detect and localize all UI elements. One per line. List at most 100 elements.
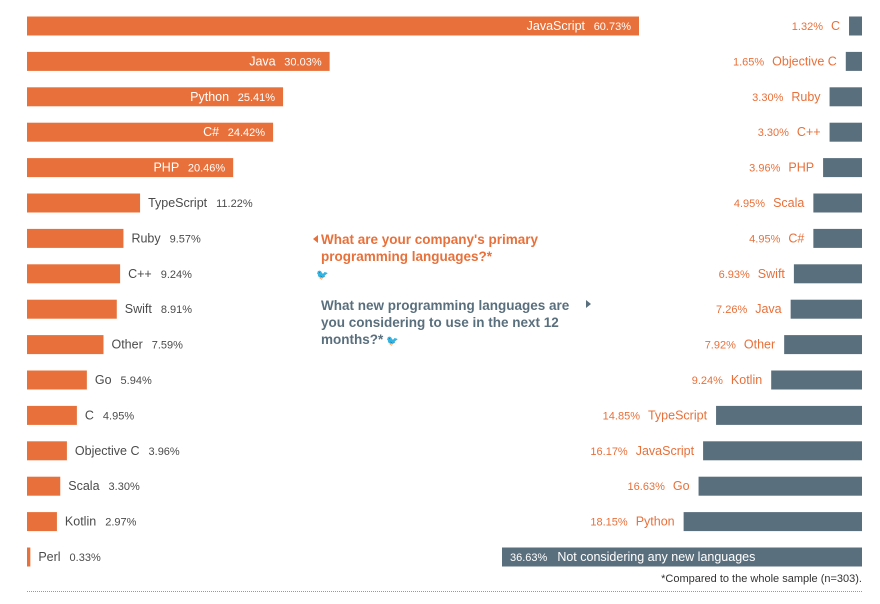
bar-new — [716, 405, 862, 425]
data-label: 3.30% — [752, 92, 783, 104]
category-label: PHP — [788, 161, 814, 175]
category-label: Java — [249, 54, 275, 68]
data-label: 36.63% — [510, 552, 548, 564]
data-label: 1.32% — [792, 21, 823, 33]
category-label: TypeScript — [648, 408, 708, 422]
data-label: 30.03% — [284, 56, 322, 68]
bar-new — [502, 547, 862, 567]
data-label: 3.96% — [749, 163, 780, 175]
data-label: 3.30% — [758, 127, 789, 139]
data-label: 60.73% — [594, 21, 632, 33]
category-label: TypeScript — [148, 196, 208, 210]
category-label: Python — [190, 90, 229, 104]
data-label: 0.33% — [70, 552, 101, 564]
data-label: 24.42% — [228, 127, 266, 139]
data-label: 4.95% — [734, 198, 765, 210]
data-label: 4.95% — [103, 410, 134, 422]
bar-new — [703, 441, 862, 461]
category-label: JavaScript — [636, 444, 695, 458]
category-label: C — [831, 19, 840, 33]
bar-primary — [27, 441, 67, 461]
data-label: 7.92% — [705, 340, 736, 352]
data-label: 5.94% — [121, 375, 152, 387]
category-label: Swift — [758, 267, 786, 281]
category-label: Ruby — [131, 231, 161, 245]
bar-primary — [27, 476, 61, 496]
bar-new — [845, 51, 862, 71]
arrow-left-icon — [313, 235, 318, 243]
bar-primary — [27, 16, 639, 36]
data-label: 25.41% — [238, 92, 276, 104]
twitter-icon[interactable]: 🐦 — [316, 270, 329, 281]
bar-primary — [27, 335, 104, 355]
data-label: 16.17% — [590, 446, 628, 458]
bar-primary — [27, 547, 31, 567]
category-label: JavaScript — [527, 19, 586, 33]
bar-primary — [27, 405, 77, 425]
category-label: Objective C — [772, 54, 837, 68]
data-label: 8.91% — [161, 304, 192, 316]
data-label: 7.59% — [152, 340, 183, 352]
bar-new — [698, 476, 862, 496]
bar-new — [784, 335, 862, 355]
category-label: C — [85, 408, 94, 422]
bar-primary — [27, 193, 141, 213]
bar-primary — [27, 264, 121, 284]
category-label: Go — [95, 373, 112, 387]
bar-new — [829, 122, 862, 142]
data-label: 14.85% — [603, 410, 641, 422]
bar-primary — [27, 299, 117, 319]
category-label: Other — [744, 338, 775, 352]
bar-new — [790, 299, 862, 319]
data-label: 3.96% — [149, 446, 180, 458]
data-label: 18.15% — [590, 517, 628, 529]
category-label: Go — [673, 479, 690, 493]
question-primary: What are your company's primary programm… — [313, 231, 583, 284]
bar-new — [813, 193, 862, 213]
bar-new — [829, 87, 862, 107]
category-label: Scala — [773, 196, 804, 210]
data-label: 9.24% — [161, 269, 192, 281]
bar-primary — [27, 370, 87, 390]
footnote: *Compared to the whole sample (n=303). — [661, 573, 862, 585]
question-primary-text: What are your company's primary programm… — [321, 232, 539, 264]
bar-primary — [27, 122, 274, 142]
arrow-right-icon — [586, 300, 591, 308]
data-label: 16.63% — [628, 481, 666, 493]
category-label: Scala — [68, 479, 99, 493]
category-label: Java — [755, 302, 781, 316]
category-label: Kotlin — [731, 373, 762, 387]
question-new: What new programming languages are you c… — [321, 297, 591, 350]
data-label: 20.46% — [188, 163, 226, 175]
category-label: Perl — [38, 550, 60, 564]
question-new-text: What new programming languages are you c… — [321, 298, 570, 347]
bar-new — [849, 16, 862, 36]
bar-primary — [27, 228, 124, 248]
bar-new — [813, 228, 862, 248]
bar-primary — [27, 51, 330, 71]
category-label: Not considering any new languages — [557, 550, 755, 564]
data-label: 11.22% — [216, 198, 253, 210]
category-label: Other — [111, 338, 142, 352]
data-label: 3.30% — [109, 481, 140, 493]
category-label: Python — [636, 515, 675, 529]
data-label: 9.57% — [170, 233, 201, 245]
bar-primary — [27, 158, 234, 178]
category-label: C# — [203, 125, 219, 139]
data-label: 2.97% — [105, 517, 136, 529]
data-label: 4.95% — [749, 233, 780, 245]
data-label: 6.93% — [719, 269, 750, 281]
bar-primary — [27, 87, 284, 107]
divider — [27, 591, 862, 592]
category-label: Ruby — [791, 90, 821, 104]
twitter-icon[interactable]: 🐦 — [386, 336, 399, 347]
bar-primary — [27, 512, 57, 532]
bar-new — [793, 264, 862, 284]
data-label: 9.24% — [692, 375, 723, 387]
category-label: C++ — [797, 125, 821, 139]
category-label: Kotlin — [65, 515, 96, 529]
category-label: Swift — [125, 302, 153, 316]
bar-new — [771, 370, 862, 390]
